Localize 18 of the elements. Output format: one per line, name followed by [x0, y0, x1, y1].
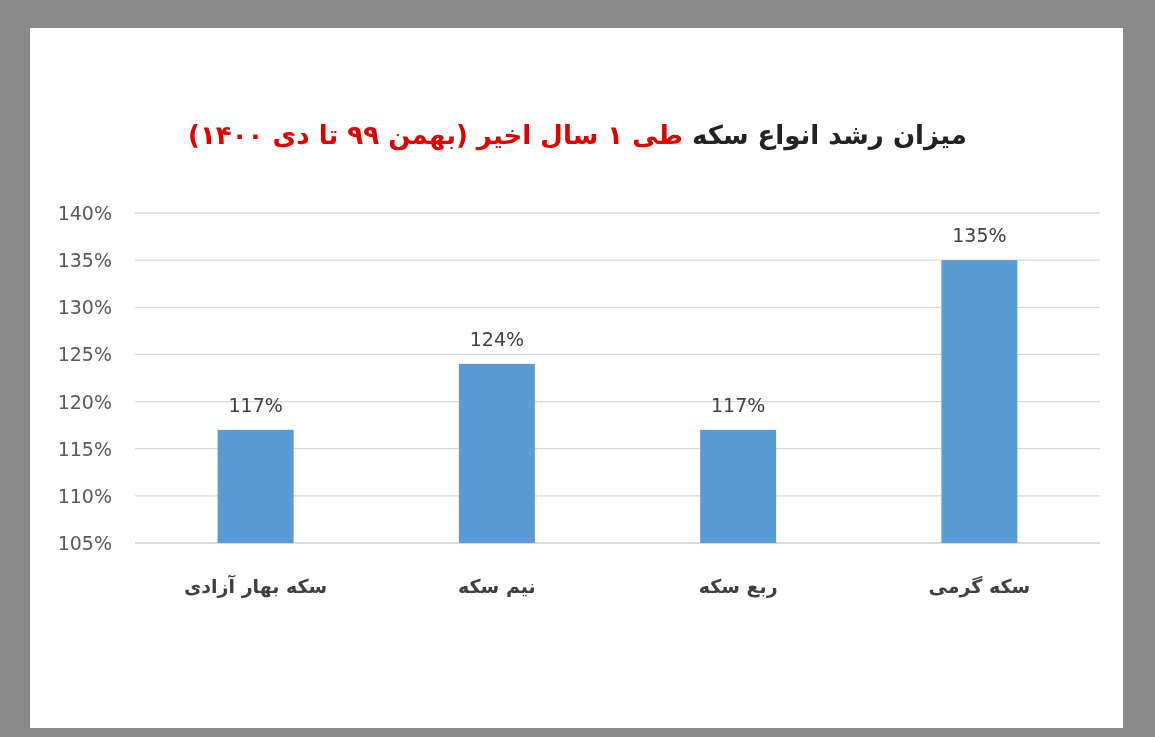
y-tick-label: 130%: [57, 296, 112, 319]
y-tick-label: 125%: [57, 343, 112, 366]
y-tick-label: 135%: [57, 249, 112, 272]
chart-title: میزان رشد انواع سکه: [692, 120, 967, 150]
x-tick-label: سکه گرمی: [928, 575, 1031, 598]
y-tick-label: 140%: [57, 202, 112, 224]
x-tick-label: ربع سکه: [698, 575, 778, 598]
data-label: 124%: [469, 327, 525, 350]
x-tick-label: نیم سکه: [458, 575, 536, 597]
y-tick-label: 120%: [57, 390, 112, 413]
x-tick-label: سکه بهار آزادی: [183, 574, 328, 598]
chart-subtitle: طی ۱ سال اخیر (بهمن ۹۹ تا دی ۱۴۰۰): [188, 120, 684, 150]
data-label: 117%: [710, 393, 766, 416]
data-label: 117%: [228, 393, 283, 416]
y-tick-label: 105%: [57, 532, 112, 554]
y-tick-label: 110%: [57, 484, 112, 507]
y-tick-label: 115%: [57, 437, 112, 460]
data-label: 135%: [952, 224, 1007, 247]
